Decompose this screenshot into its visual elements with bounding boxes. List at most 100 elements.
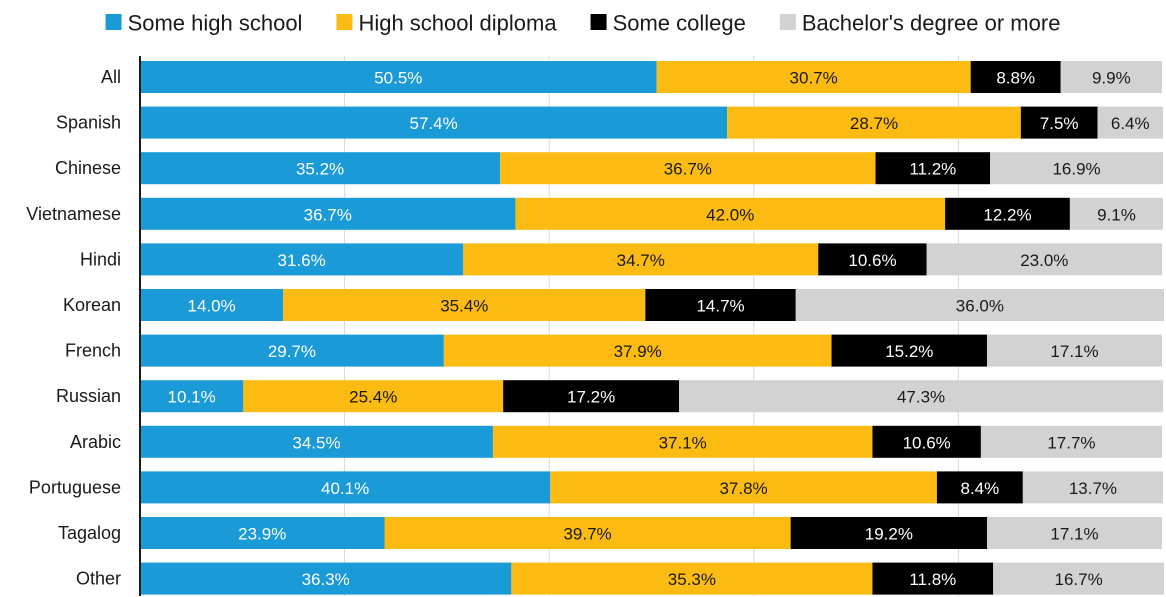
bar-chinese-bachelor-s-degree-or-more: [990, 152, 1163, 185]
data-label-russian-some-high-school: 10.1%: [168, 388, 216, 407]
bar-korean-high-school-diploma: [283, 289, 646, 321]
bar-hindi-bachelor-s-degree-or-more: [926, 243, 1162, 276]
bar-other-high-school-diploma: [511, 562, 873, 595]
data-label-french-bachelor-s-degree-or-more: 17.1%: [1050, 342, 1098, 361]
bar-russian-high-school-diploma: [243, 380, 504, 413]
bar-spanish-bachelor-s-degree-or-more: [1097, 106, 1163, 139]
bar-other-some-high-school: [140, 562, 512, 595]
bar-korean-some-college: [645, 289, 796, 321]
category-label-korean: Korean: [63, 295, 121, 315]
bar-arabic-some-college: [872, 425, 981, 458]
data-label-other-some-high-school: 36.3%: [302, 570, 350, 589]
data-label-tagalog-some-high-school: 23.9%: [238, 525, 286, 544]
bar-vietnamese-bachelor-s-degree-or-more: [1069, 197, 1163, 230]
bar-portuguese-some-college: [936, 471, 1023, 504]
data-label-spanish-bachelor-s-degree-or-more: 6.4%: [1111, 114, 1150, 133]
data-label-all-some-college: 8.8%: [996, 69, 1035, 88]
bar-other-some-college: [872, 562, 994, 595]
data-label-tagalog-high-school-diploma: 39.7%: [563, 525, 611, 544]
category-label-other: Other: [76, 569, 121, 589]
bar-korean-some-high-school: [140, 289, 284, 321]
bar-arabic-some-high-school: [140, 425, 493, 458]
bar-chinese-some-college: [875, 152, 991, 185]
bar-spanish-some-high-school: [140, 106, 728, 139]
data-label-other-bachelor-s-degree-or-more: 16.7%: [1055, 570, 1103, 589]
data-label-all-bachelor-s-degree-or-more: 9.9%: [1092, 69, 1131, 88]
category-label-arabic: Arabic: [70, 432, 121, 452]
legend-swatch-some-high-school: [105, 14, 122, 30]
bar-other-bachelor-s-degree-or-more: [993, 562, 1165, 595]
category-label-hindi: Hindi: [80, 249, 121, 269]
data-label-hindi-high-school-diploma: 34.7%: [617, 251, 665, 270]
bar-chinese-some-high-school: [140, 152, 501, 185]
bar-vietnamese-high-school-diploma: [515, 197, 946, 230]
bar-french-bachelor-s-degree-or-more: [987, 334, 1162, 367]
data-label-arabic-some-high-school: 34.5%: [292, 433, 340, 452]
category-label-chinese: Chinese: [55, 158, 121, 178]
category-label-russian: Russian: [56, 386, 121, 406]
data-label-french-some-high-school: 29.7%: [268, 342, 316, 361]
bar-portuguese-some-high-school: [140, 471, 551, 504]
legend-label-high-school-diploma: High school diploma: [358, 11, 557, 36]
category-label-vietnamese: Vietnamese: [26, 204, 121, 224]
bar-french-some-high-school: [140, 334, 444, 367]
bar-all-some-college: [970, 61, 1061, 93]
data-label-vietnamese-some-college: 12.2%: [983, 205, 1031, 224]
data-label-portuguese-some-high-school: 40.1%: [321, 479, 369, 498]
category-label-spanish: Spanish: [56, 113, 121, 133]
data-label-tagalog-bachelor-s-degree-or-more: 17.1%: [1050, 525, 1098, 544]
data-label-hindi-some-college: 10.6%: [848, 251, 896, 270]
data-label-other-high-school-diploma: 35.3%: [668, 570, 716, 589]
data-label-arabic-some-college: 10.6%: [903, 433, 951, 452]
bar-vietnamese-some-high-school: [140, 197, 516, 230]
legend-label-bachelor-s-degree-or-more: Bachelor's degree or more: [802, 11, 1061, 36]
legend-swatch-high-school-diploma: [336, 14, 353, 30]
bar-all-high-school-diploma: [656, 61, 971, 93]
bar-portuguese-bachelor-s-degree-or-more: [1022, 471, 1163, 504]
data-label-all-high-school-diploma: 30.7%: [790, 69, 838, 88]
data-label-chinese-high-school-diploma: 36.7%: [664, 160, 712, 179]
data-label-korean-some-high-school: 14.0%: [188, 297, 236, 316]
data-label-vietnamese-some-high-school: 36.7%: [304, 205, 352, 224]
legend-swatch-bachelor-s-degree-or-more: [779, 14, 796, 30]
data-label-chinese-bachelor-s-degree-or-more: 16.9%: [1052, 160, 1100, 179]
bar-all-bachelor-s-degree-or-more: [1060, 61, 1162, 93]
bar-hindi-some-college: [818, 243, 927, 276]
legend: Some high school High school diploma Some …: [105, 11, 1061, 36]
data-label-chinese-some-high-school: 35.2%: [296, 160, 344, 179]
data-label-russian-high-school-diploma: 25.4%: [349, 388, 397, 407]
data-label-portuguese-bachelor-s-degree-or-more: 13.7%: [1069, 479, 1117, 498]
gridlines: [344, 56, 959, 596]
data-label-russian-some-college: 17.2%: [567, 388, 615, 407]
data-label-other-some-college: 11.8%: [909, 570, 956, 589]
data-labels: 50.5% 30.7% 8.8% 9.9% 57.4% 28.7% 7.5% 6.4% 35.2…: [168, 69, 1150, 590]
category-labels: All Spanish Chinese Vietnamese Hindi Korean Fr…: [26, 67, 121, 589]
bar-french-high-school-diploma: [443, 334, 832, 367]
bar-spanish-high-school-diploma: [727, 106, 1021, 139]
data-label-arabic-bachelor-s-degree-or-more: 17.7%: [1047, 433, 1095, 452]
category-label-portuguese: Portuguese: [29, 477, 121, 497]
data-label-vietnamese-high-school-diploma: 42.0%: [706, 205, 754, 224]
data-label-portuguese-some-college: 8.4%: [961, 479, 1000, 498]
bar-french-some-college: [831, 334, 988, 367]
data-label-hindi-some-high-school: 31.6%: [278, 251, 326, 270]
bar-all-some-high-school: [140, 61, 657, 93]
data-label-hindi-bachelor-s-degree-or-more: 23.0%: [1020, 251, 1068, 270]
bar-arabic-high-school-diploma: [492, 425, 873, 458]
data-label-french-high-school-diploma: 37.9%: [614, 342, 662, 361]
bar-korean-bachelor-s-degree-or-more: [795, 289, 1165, 321]
legend-swatch-some-college: [590, 14, 607, 30]
data-label-all-some-high-school: 50.5%: [374, 69, 422, 88]
bar-vietnamese-some-college: [945, 197, 1070, 230]
data-label-spanish-some-high-school: 57.4%: [409, 114, 457, 133]
bar-tagalog-high-school-diploma: [384, 517, 791, 549]
legend-label-some-college: Some college: [613, 11, 746, 36]
bar-hindi-some-high-school: [140, 243, 464, 276]
data-label-french-some-college: 15.2%: [885, 342, 933, 361]
bar-russian-bachelor-s-degree-or-more: [679, 380, 1163, 413]
bar-russian-some-high-school: [140, 380, 244, 413]
data-label-tagalog-some-college: 19.2%: [865, 525, 913, 544]
data-label-korean-high-school-diploma: 35.4%: [440, 297, 488, 316]
bar-tagalog-bachelor-s-degree-or-more: [987, 517, 1162, 549]
